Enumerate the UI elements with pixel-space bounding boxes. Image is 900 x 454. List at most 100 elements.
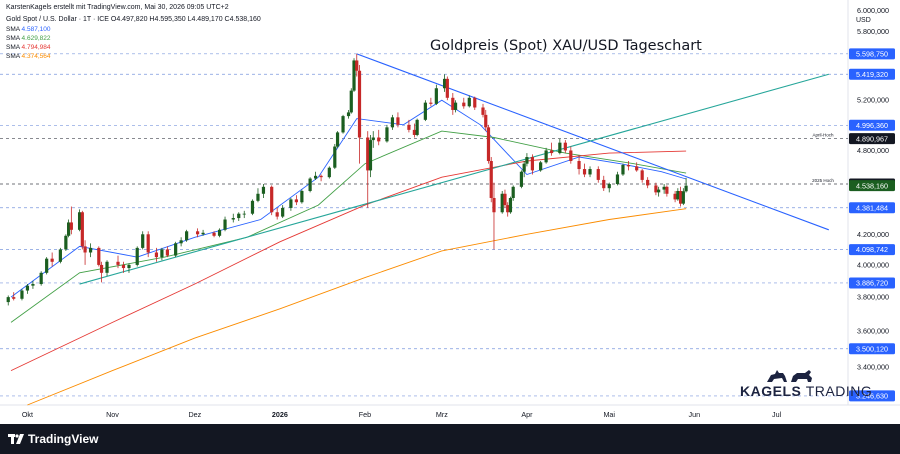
level-price-tag-box[interactable] (849, 244, 895, 256)
level-price-tag[interactable]: 4.098,742 (856, 245, 888, 254)
candle-up (20, 290, 24, 299)
level-price-tag-box[interactable] (849, 202, 895, 214)
time-axis-ticks: Okt Nov Dez 2026 Feb Mrz Apr Mai Jun Jul (22, 410, 782, 419)
candle-down (678, 190, 683, 204)
candle-up (519, 171, 524, 187)
level-price-tag-box[interactable] (849, 119, 895, 131)
candle-up (607, 184, 611, 189)
candles (6, 53, 688, 306)
candle-down (503, 193, 507, 206)
candle-up (25, 285, 30, 291)
x-tick-label: Nov (106, 410, 119, 419)
sma-legend-1[interactable]: SMA 4.587,100 (6, 26, 50, 33)
sma-value: 4.587,100 (21, 26, 51, 33)
candle-up (261, 186, 266, 194)
x-tick-label: Jun (689, 410, 701, 419)
candle-up (67, 222, 71, 236)
candle-up (346, 112, 351, 117)
candle-down (646, 179, 650, 186)
tradingview-brand[interactable]: TradingView (28, 432, 99, 446)
candle-down (550, 150, 554, 154)
candle-up (544, 150, 548, 163)
logo-trading: TRADING (805, 383, 873, 399)
candle-up (511, 186, 515, 198)
level-price-tag[interactable]: 5.598,750 (856, 49, 888, 58)
level-note: April-Hoch (812, 133, 834, 138)
candle-down (116, 261, 120, 265)
trendline (356, 53, 829, 231)
candle-up (453, 102, 458, 110)
tradingview-logo-icon[interactable] (8, 432, 24, 446)
currency-label: USD (856, 17, 871, 24)
candle-up (434, 88, 438, 104)
candle-up (308, 178, 312, 191)
candle-up (135, 247, 139, 265)
candle-up (390, 117, 395, 128)
candle-down (270, 186, 274, 213)
level-price-tag-box[interactable] (849, 390, 895, 402)
x-tick-label: Mrz (436, 410, 448, 419)
candle-down (489, 161, 493, 198)
candle-up (415, 119, 419, 135)
candle-down (506, 205, 510, 213)
candle-down (481, 107, 485, 115)
symbol-info[interactable]: Gold Spot / U.S. Dollar · 1T · ICE O4.49… (6, 16, 261, 23)
candle-down (412, 129, 416, 135)
last-price-tag[interactable]: 4.538,160 (856, 181, 888, 190)
candle-up (657, 189, 661, 193)
y-tick-label: 4.800,000 (857, 146, 889, 155)
candle-up (621, 165, 625, 175)
candle-down (429, 102, 433, 104)
candle-down (451, 97, 455, 110)
candle-up (231, 218, 235, 220)
attribution-text: KarstenKagels erstellt mit TradingView.c… (6, 4, 229, 11)
candle-down (462, 102, 466, 107)
candle-down (530, 157, 535, 171)
level-price-tag[interactable]: 4.996,360 (856, 121, 888, 130)
price-tags[interactable]: 5.598,7505.419,3204.996,3604.890,9674.55… (849, 48, 895, 402)
candle-down (486, 127, 491, 162)
y-tick-label: 5.200,000 (857, 96, 889, 105)
sma-value: 4.374,564 (21, 53, 51, 60)
candle-down (121, 264, 126, 269)
candle-up (341, 116, 345, 133)
last-price-tag-box[interactable] (849, 180, 895, 192)
candle-up (442, 78, 447, 89)
candle-up (281, 207, 285, 217)
level-price-tag[interactable]: 3.500,120 (856, 344, 888, 353)
candle-up (371, 137, 375, 141)
candle-down (396, 117, 400, 125)
candle-up (327, 167, 331, 178)
candle-up (256, 193, 260, 201)
candle-up (588, 169, 592, 175)
level-price-tag-box[interactable] (849, 48, 895, 60)
tradingview-footer: TradingView (0, 424, 900, 454)
level-price-tag-box[interactable] (849, 277, 895, 289)
level-price-tag[interactable]: 3.246,630 (856, 392, 888, 401)
level-price-tag[interactable]: 5.419,320 (856, 70, 888, 79)
candle-up (58, 249, 62, 262)
candle-up (77, 212, 82, 230)
level-price-tag-box[interactable] (849, 68, 895, 80)
sma-legend-3[interactable]: SMA 4.794,984 (6, 44, 50, 51)
candle-up (88, 247, 93, 253)
sma-legend-2[interactable]: SMA 4.629,822 (6, 35, 50, 42)
sma-name: SMA (6, 26, 20, 33)
candle-down (83, 246, 87, 253)
trendlines (79, 53, 829, 285)
kagels-trading-logo: KAGELS TRADING (740, 383, 872, 399)
candle-up (237, 213, 241, 219)
level-price-tag[interactable]: 3.886,720 (856, 279, 888, 288)
level-price-tag[interactable]: 4.890,967 (856, 134, 888, 143)
sma-legend-4[interactable]: SMA 4.374,564 (6, 53, 50, 60)
candle-up (242, 213, 246, 215)
level-price-tag-box[interactable] (849, 343, 895, 355)
candle-down (492, 197, 496, 213)
level-price-tag-box[interactable] (849, 133, 895, 145)
candle-up (335, 132, 340, 147)
candle-down (294, 199, 298, 203)
candle-up (250, 200, 255, 214)
level-price-tag[interactable]: 4.381,484 (856, 203, 888, 212)
sma-value: 4.794,984 (21, 44, 51, 51)
